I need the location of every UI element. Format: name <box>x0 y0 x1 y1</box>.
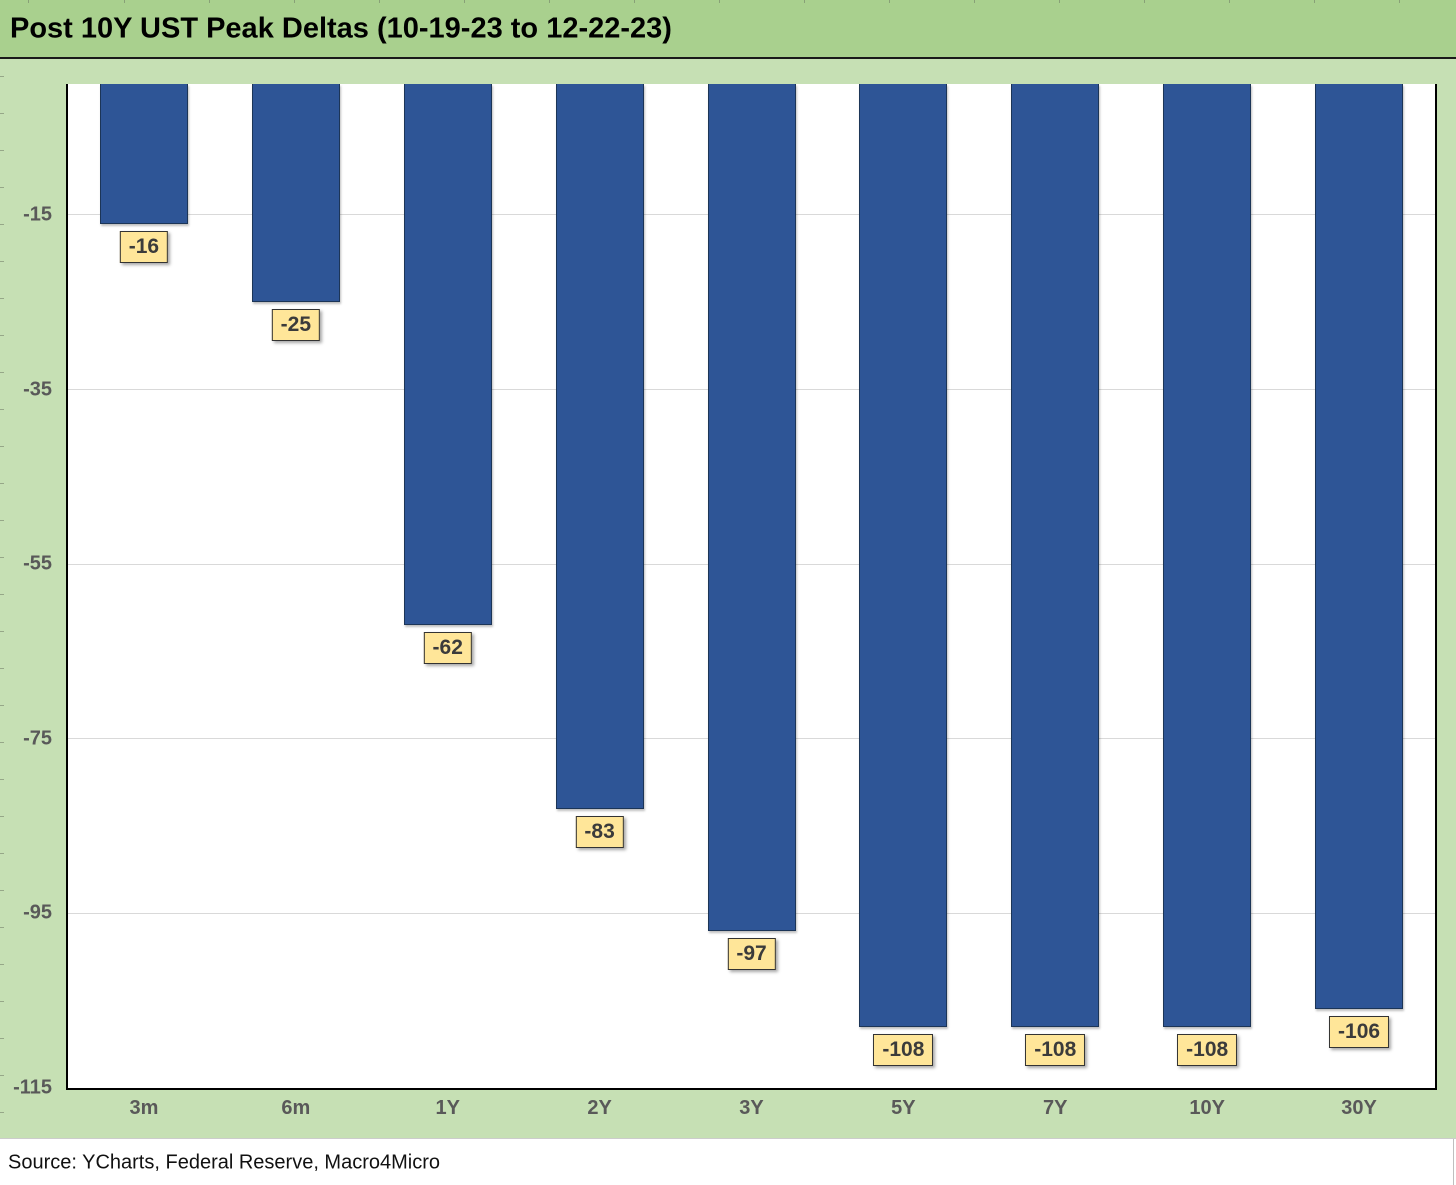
x-axis-label-3m: 3m <box>129 1097 159 1119</box>
plot-area: -16 -25 -62 -83 -97 -108 -108 -108 -106 <box>66 84 1437 1090</box>
y-axis-tick-label: -35 <box>23 378 52 401</box>
chart-canvas: -16 -25 -62 -83 -97 -108 -108 -108 -106 -15 -35 -5… <box>0 63 1456 1138</box>
y-axis-tick-label: -75 <box>23 727 52 750</box>
bar-value-label-10Y: -108 <box>1177 1033 1238 1066</box>
bar-value-label-7Y: -108 <box>1025 1033 1086 1066</box>
spreadsheet-right-gridline <box>1453 1139 1454 1185</box>
x-axis-label-30Y: 30Y <box>1341 1097 1377 1119</box>
x-axis-label-7Y: 7Y <box>1043 1097 1068 1119</box>
spreadsheet-row-marks <box>0 63 4 1138</box>
bar-value-label-1Y: -62 <box>423 632 472 665</box>
bar-value-label-2Y: -83 <box>575 815 624 848</box>
x-axis-label-1Y: 1Y <box>435 1097 460 1119</box>
bar-7Y <box>1011 84 1100 1027</box>
x-axis-label-10Y: 10Y <box>1189 1097 1225 1119</box>
bar-2Y <box>555 84 644 809</box>
chart-title-bar: Post 10Y UST Peak Deltas (10-19-23 to 12… <box>0 0 1456 57</box>
bar-value-label-5Y: -108 <box>873 1033 934 1066</box>
bar-5Y <box>859 84 948 1027</box>
bar-30Y <box>1315 84 1404 1010</box>
bar-value-label-3m: -16 <box>119 230 169 263</box>
bar-value-label-6m: -25 <box>271 309 321 342</box>
bar-value-label-30Y: -106 <box>1329 1016 1390 1049</box>
y-axis-tick-label: -15 <box>23 203 52 226</box>
x-axis-label-5Y: 5Y <box>891 1097 916 1119</box>
x-axis-label-6m: 6m <box>281 1097 311 1119</box>
y-axis-tick-label: -95 <box>23 901 52 924</box>
bar-value-label-3Y: -97 <box>727 937 776 970</box>
x-axis-label-2Y: 2Y <box>587 1097 612 1119</box>
bar-1Y <box>403 84 492 626</box>
bar-10Y <box>1163 84 1252 1027</box>
source-row: Source: YCharts, Federal Reserve, Macro4… <box>0 1138 1456 1185</box>
spreadsheet-column-marks <box>0 0 1456 3</box>
bar-3Y <box>707 84 796 931</box>
chart-title: Post 10Y UST Peak Deltas (10-19-23 to 12… <box>10 12 672 44</box>
x-axis-label-3Y: 3Y <box>739 1097 764 1119</box>
y-axis-tick-label: -55 <box>23 552 52 575</box>
y-axis-tick-label: -115 <box>13 1076 52 1099</box>
bar-6m <box>251 84 340 303</box>
source-text: Source: YCharts, Federal Reserve, Macro4… <box>8 1151 441 1173</box>
bar-3m <box>99 84 188 224</box>
